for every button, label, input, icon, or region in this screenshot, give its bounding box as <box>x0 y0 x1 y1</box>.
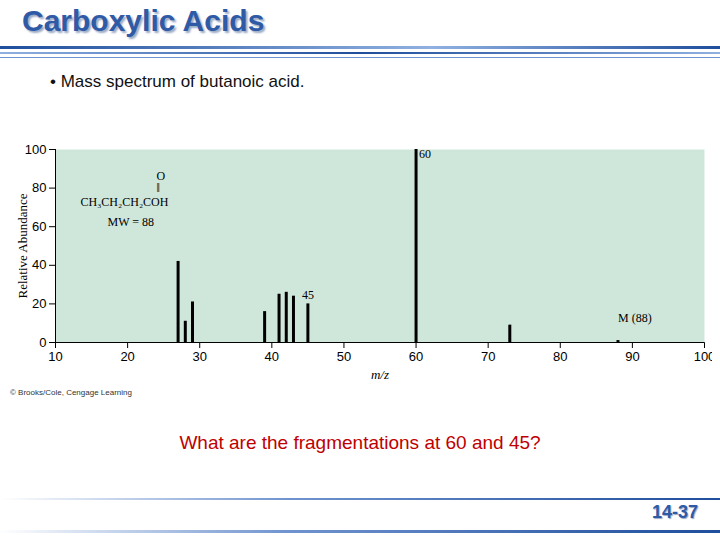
svg-text:40: 40 <box>32 257 46 272</box>
svg-text:20: 20 <box>32 296 46 311</box>
svg-text:M (88): M (88) <box>618 311 652 325</box>
html-text:14-37: 14-37 <box>652 502 698 522</box>
svg-text:50: 50 <box>337 349 351 364</box>
svg-text:m/z: m/z <box>371 367 389 382</box>
html-text:• Mass spectrum of butanoic ac: • Mass spectrum of butanoic acid. <box>50 72 305 91</box>
svg-text:45: 45 <box>302 288 314 302</box>
svg-text:CH₃CH₂CH₂COH: CH₃CH₂CH₂COH <box>81 195 169 209</box>
html-text:Carboxylic Acids: Carboxylic Acids <box>22 4 265 37</box>
svg-text:Relative Abundance: Relative Abundance <box>15 193 30 298</box>
svg-text:‖: ‖ <box>157 181 160 195</box>
svg-text:100: 100 <box>25 142 47 157</box>
svg-text:90: 90 <box>625 349 639 364</box>
svg-text:0: 0 <box>39 335 46 350</box>
svg-text:70: 70 <box>481 349 495 364</box>
svg-text:20: 20 <box>120 349 134 364</box>
svg-text:60: 60 <box>419 147 431 161</box>
svg-text:80: 80 <box>32 180 46 195</box>
svg-text:O: O <box>156 169 166 183</box>
svg-text:40: 40 <box>265 349 279 364</box>
svg-text:MW = 88: MW = 88 <box>108 215 155 229</box>
html-text:© Brooks/Cole, Cengage Learnin: © Brooks/Cole, Cengage Learning <box>10 388 132 397</box>
svg-text:60: 60 <box>32 219 46 234</box>
svg-text:100: 100 <box>694 349 712 364</box>
svg-text:30: 30 <box>192 349 206 364</box>
svg-text:80: 80 <box>553 349 567 364</box>
svg-text:10: 10 <box>48 349 62 364</box>
html-text:What are the fragmentations at: What are the fragmentations at 60 and 45… <box>179 432 541 453</box>
svg-text:60: 60 <box>409 349 423 364</box>
